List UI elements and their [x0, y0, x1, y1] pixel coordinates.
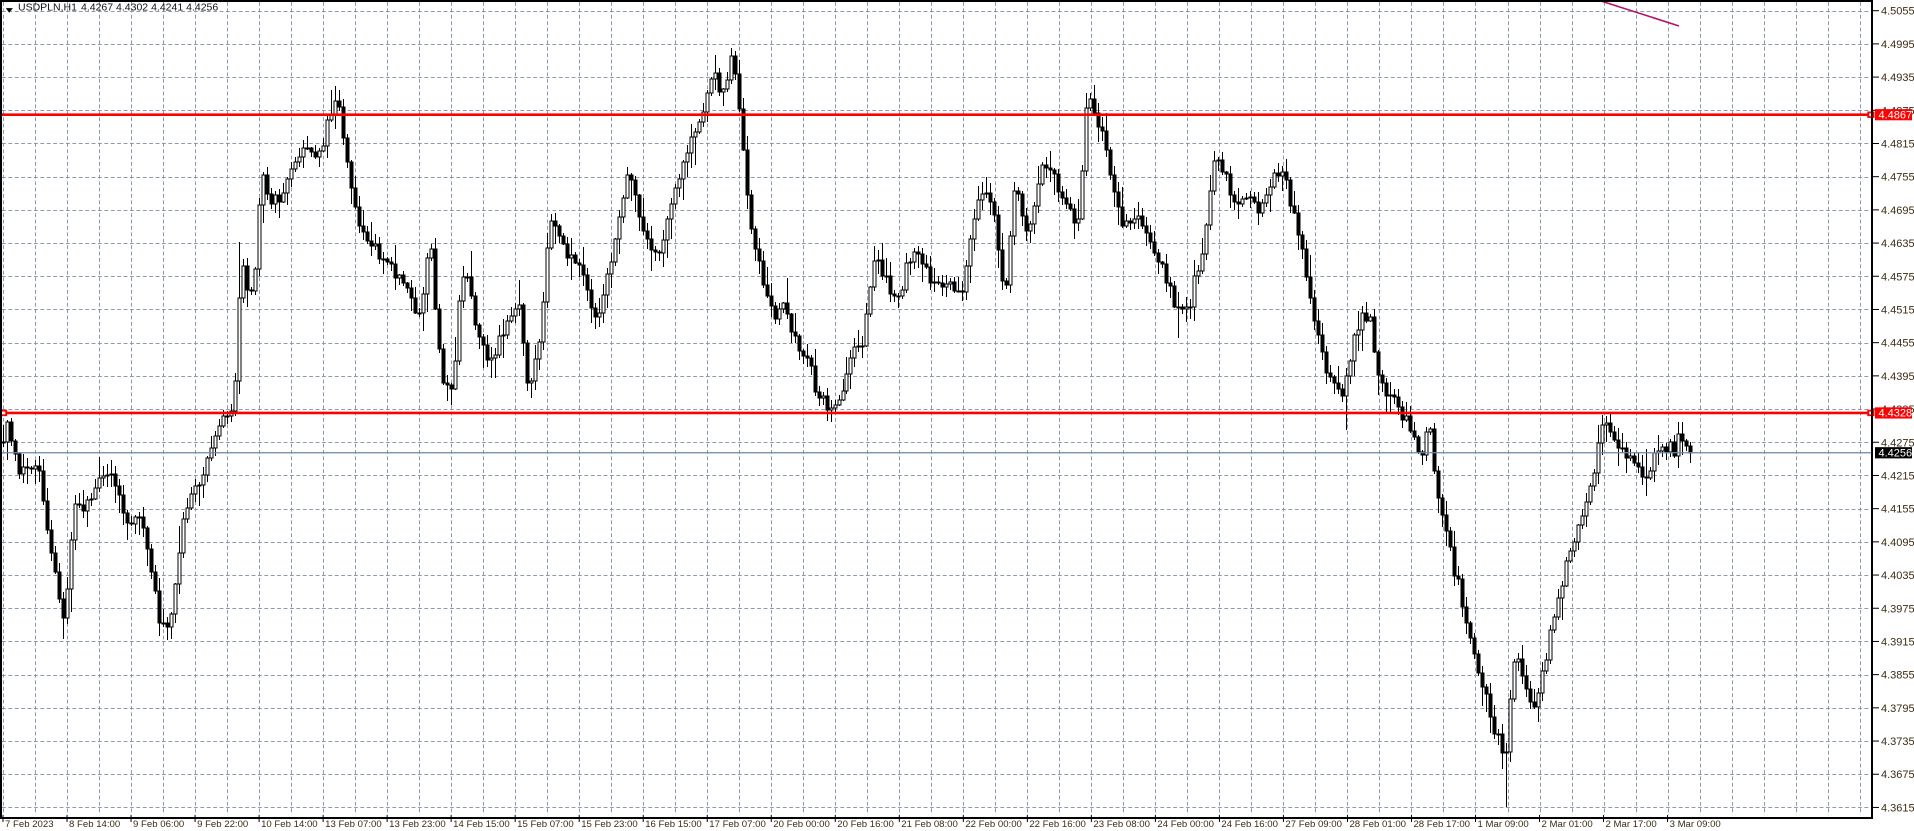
svg-text:4.4755: 4.4755 [1881, 172, 1914, 184]
svg-text:4.4267 4.4302 4.4241 4.4256: 4.4267 4.4302 4.4241 4.4256 [81, 1, 218, 13]
svg-text:4.4328: 4.4328 [1879, 408, 1913, 420]
svg-text:23 Feb 08:00: 23 Feb 08:00 [1093, 819, 1150, 830]
svg-text:8 Feb 14:00: 8 Feb 14:00 [69, 819, 120, 830]
svg-text:4.3915: 4.3915 [1881, 636, 1914, 648]
svg-text:4.4095: 4.4095 [1881, 537, 1914, 549]
svg-text:10 Feb 14:00: 10 Feb 14:00 [261, 819, 318, 830]
svg-text:28 Feb 17:00: 28 Feb 17:00 [1413, 819, 1470, 830]
svg-text:4.3855: 4.3855 [1881, 670, 1914, 682]
svg-text:28 Feb 01:00: 28 Feb 01:00 [1349, 819, 1406, 830]
svg-text:24 Feb 00:00: 24 Feb 00:00 [1157, 819, 1214, 830]
svg-text:3 Mar 09:00: 3 Mar 09:00 [1670, 819, 1721, 830]
svg-text:4.4395: 4.4395 [1881, 371, 1914, 383]
svg-text:27 Feb 09:00: 27 Feb 09:00 [1285, 819, 1342, 830]
svg-text:20 Feb 00:00: 20 Feb 00:00 [773, 819, 830, 830]
svg-text:4.4515: 4.4515 [1881, 304, 1914, 316]
svg-text:4.4455: 4.4455 [1881, 338, 1914, 350]
svg-text:4.3975: 4.3975 [1881, 603, 1914, 615]
svg-text:4.3795: 4.3795 [1881, 703, 1914, 715]
svg-text:4.3735: 4.3735 [1881, 736, 1914, 748]
svg-text:4.4867: 4.4867 [1879, 109, 1913, 121]
svg-text:16 Feb 15:00: 16 Feb 15:00 [645, 819, 702, 830]
svg-text:4.4155: 4.4155 [1881, 504, 1914, 516]
svg-text:USDPLN,H1: USDPLN,H1 [18, 1, 77, 13]
svg-text:4.4575: 4.4575 [1881, 271, 1914, 283]
svg-text:13 Feb 23:00: 13 Feb 23:00 [389, 819, 446, 830]
svg-text:4.4635: 4.4635 [1881, 238, 1914, 250]
svg-text:9 Feb 22:00: 9 Feb 22:00 [197, 819, 248, 830]
svg-text:4.4256: 4.4256 [1879, 447, 1913, 459]
svg-text:2 Mar 01:00: 2 Mar 01:00 [1542, 819, 1593, 830]
svg-text:1 Mar 09:00: 1 Mar 09:00 [1478, 819, 1529, 830]
svg-text:2 Mar 17:00: 2 Mar 17:00 [1606, 819, 1657, 830]
svg-text:17 Feb 07:00: 17 Feb 07:00 [709, 819, 766, 830]
svg-text:24 Feb 16:00: 24 Feb 16:00 [1221, 819, 1278, 830]
svg-text:13 Feb 07:00: 13 Feb 07:00 [325, 819, 382, 830]
svg-text:9 Feb 06:00: 9 Feb 06:00 [133, 819, 184, 830]
svg-text:15 Feb 07:00: 15 Feb 07:00 [517, 819, 574, 830]
svg-text:4.4995: 4.4995 [1881, 39, 1914, 51]
svg-text:21 Feb 08:00: 21 Feb 08:00 [901, 819, 958, 830]
svg-text:4.4215: 4.4215 [1881, 470, 1914, 482]
svg-text:14 Feb 15:00: 14 Feb 15:00 [453, 819, 510, 830]
svg-text:4.3675: 4.3675 [1881, 769, 1914, 781]
svg-text:20 Feb 16:00: 20 Feb 16:00 [837, 819, 894, 830]
svg-text:4.4035: 4.4035 [1881, 570, 1914, 582]
svg-text:4.3615: 4.3615 [1881, 802, 1914, 814]
svg-text:4.4695: 4.4695 [1881, 205, 1914, 217]
svg-text:22 Feb 16:00: 22 Feb 16:00 [1029, 819, 1086, 830]
svg-text:22 Feb 00:00: 22 Feb 00:00 [965, 819, 1022, 830]
svg-text:15 Feb 23:00: 15 Feb 23:00 [581, 819, 638, 830]
svg-text:7 Feb 2023: 7 Feb 2023 [5, 819, 54, 830]
svg-text:4.4935: 4.4935 [1881, 72, 1914, 84]
svg-text:4.4815: 4.4815 [1881, 138, 1914, 150]
svg-text:4.5055: 4.5055 [1881, 6, 1914, 18]
